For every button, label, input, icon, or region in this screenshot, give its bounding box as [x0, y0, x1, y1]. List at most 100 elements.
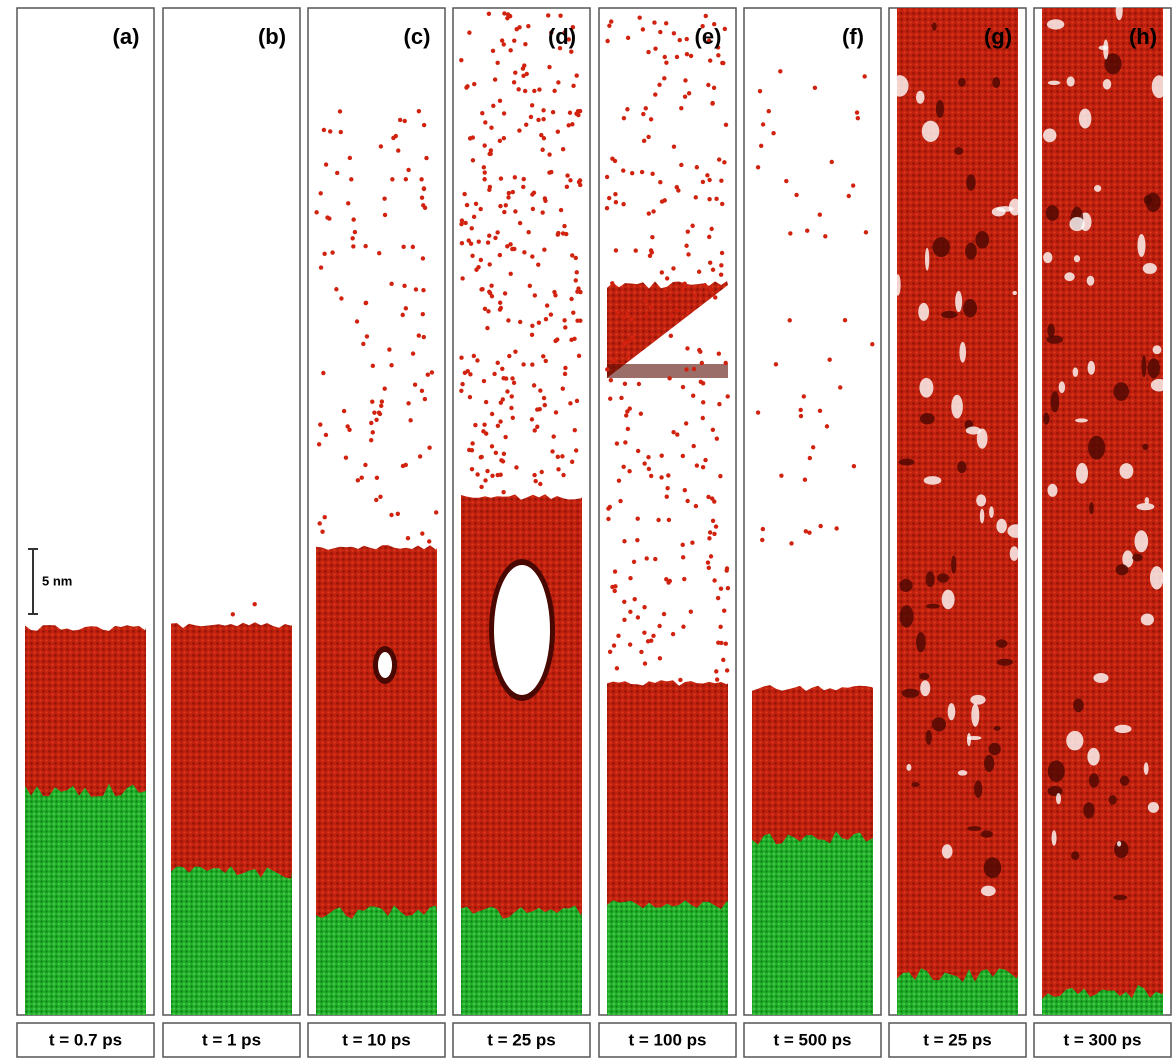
particle: [406, 168, 410, 172]
particle: [322, 128, 326, 132]
void: [1088, 436, 1105, 460]
particle: [639, 412, 643, 416]
particle: [369, 421, 373, 425]
particle: [541, 108, 545, 112]
void: [958, 770, 968, 775]
void: [920, 680, 930, 696]
void: [971, 703, 979, 726]
particle: [725, 668, 729, 672]
particle: [718, 474, 722, 478]
particle: [356, 478, 360, 482]
particle: [521, 185, 525, 189]
particle: [616, 634, 620, 638]
particle: [852, 464, 856, 468]
particle: [231, 612, 235, 616]
particle: [610, 156, 614, 160]
time-label: t = 25 ps: [487, 1030, 556, 1049]
particle: [483, 478, 487, 482]
particle: [695, 463, 699, 467]
particle: [348, 156, 352, 160]
void: [942, 844, 953, 858]
green-region: [461, 906, 582, 1016]
particle: [628, 642, 632, 646]
void: [916, 91, 925, 104]
particle: [719, 263, 723, 267]
particle: [501, 397, 505, 401]
particle: [605, 175, 609, 179]
void: [1046, 335, 1063, 343]
particle: [644, 313, 648, 317]
particle: [716, 53, 720, 57]
particle: [568, 401, 572, 405]
particle: [353, 230, 357, 234]
particle: [419, 177, 423, 181]
particle: [653, 46, 657, 50]
particle: [630, 335, 634, 339]
particle: [530, 103, 534, 107]
particle: [622, 600, 626, 604]
particle: [714, 197, 718, 201]
void: [1089, 773, 1099, 787]
particle: [424, 156, 428, 160]
void: [1052, 830, 1057, 846]
particle: [531, 207, 535, 211]
void: [996, 519, 1007, 534]
particle: [328, 129, 332, 133]
particle: [574, 73, 578, 77]
particle: [614, 200, 618, 204]
particle: [683, 281, 687, 285]
particle: [502, 111, 506, 115]
void: [906, 764, 911, 771]
particle: [498, 253, 502, 257]
particle: [606, 506, 610, 510]
particle: [614, 248, 618, 252]
void: [1056, 793, 1061, 804]
void: [1143, 263, 1157, 274]
particle: [605, 367, 609, 371]
void: [920, 413, 935, 424]
particle: [483, 170, 487, 174]
void: [1116, 564, 1129, 575]
panel-label: (f): [842, 24, 864, 49]
particle: [662, 76, 666, 80]
particle: [571, 84, 575, 88]
particle: [522, 250, 526, 254]
particle: [613, 569, 617, 573]
void: [1066, 731, 1083, 751]
particle: [556, 80, 560, 84]
particle: [870, 342, 874, 346]
particle: [509, 406, 513, 410]
particle: [726, 586, 730, 590]
particle: [559, 208, 563, 212]
particle: [411, 351, 415, 355]
particle: [465, 203, 469, 207]
void: [1117, 841, 1121, 847]
particle: [637, 382, 641, 386]
particle: [541, 117, 545, 121]
particle: [526, 230, 530, 234]
particle: [851, 183, 855, 187]
particle: [479, 455, 483, 459]
particle: [685, 52, 689, 56]
particle: [342, 409, 346, 413]
particle: [709, 287, 713, 291]
particle: [811, 445, 815, 449]
particle: [530, 417, 534, 421]
void: [1010, 546, 1019, 561]
void: [951, 556, 956, 574]
particle: [556, 231, 560, 235]
void: [1083, 802, 1094, 818]
time-label: t = 25 ps: [923, 1030, 992, 1049]
particle: [645, 556, 649, 560]
particle: [622, 116, 626, 120]
particle: [683, 488, 687, 492]
panel: (h)t = 300 ps: [1034, 1, 1171, 1057]
particle: [656, 518, 660, 522]
particle: [488, 185, 492, 189]
particle: [690, 540, 694, 544]
particle: [642, 139, 646, 143]
void: [1073, 699, 1084, 713]
void: [966, 174, 975, 190]
particle: [471, 158, 475, 162]
particle: [505, 16, 509, 20]
